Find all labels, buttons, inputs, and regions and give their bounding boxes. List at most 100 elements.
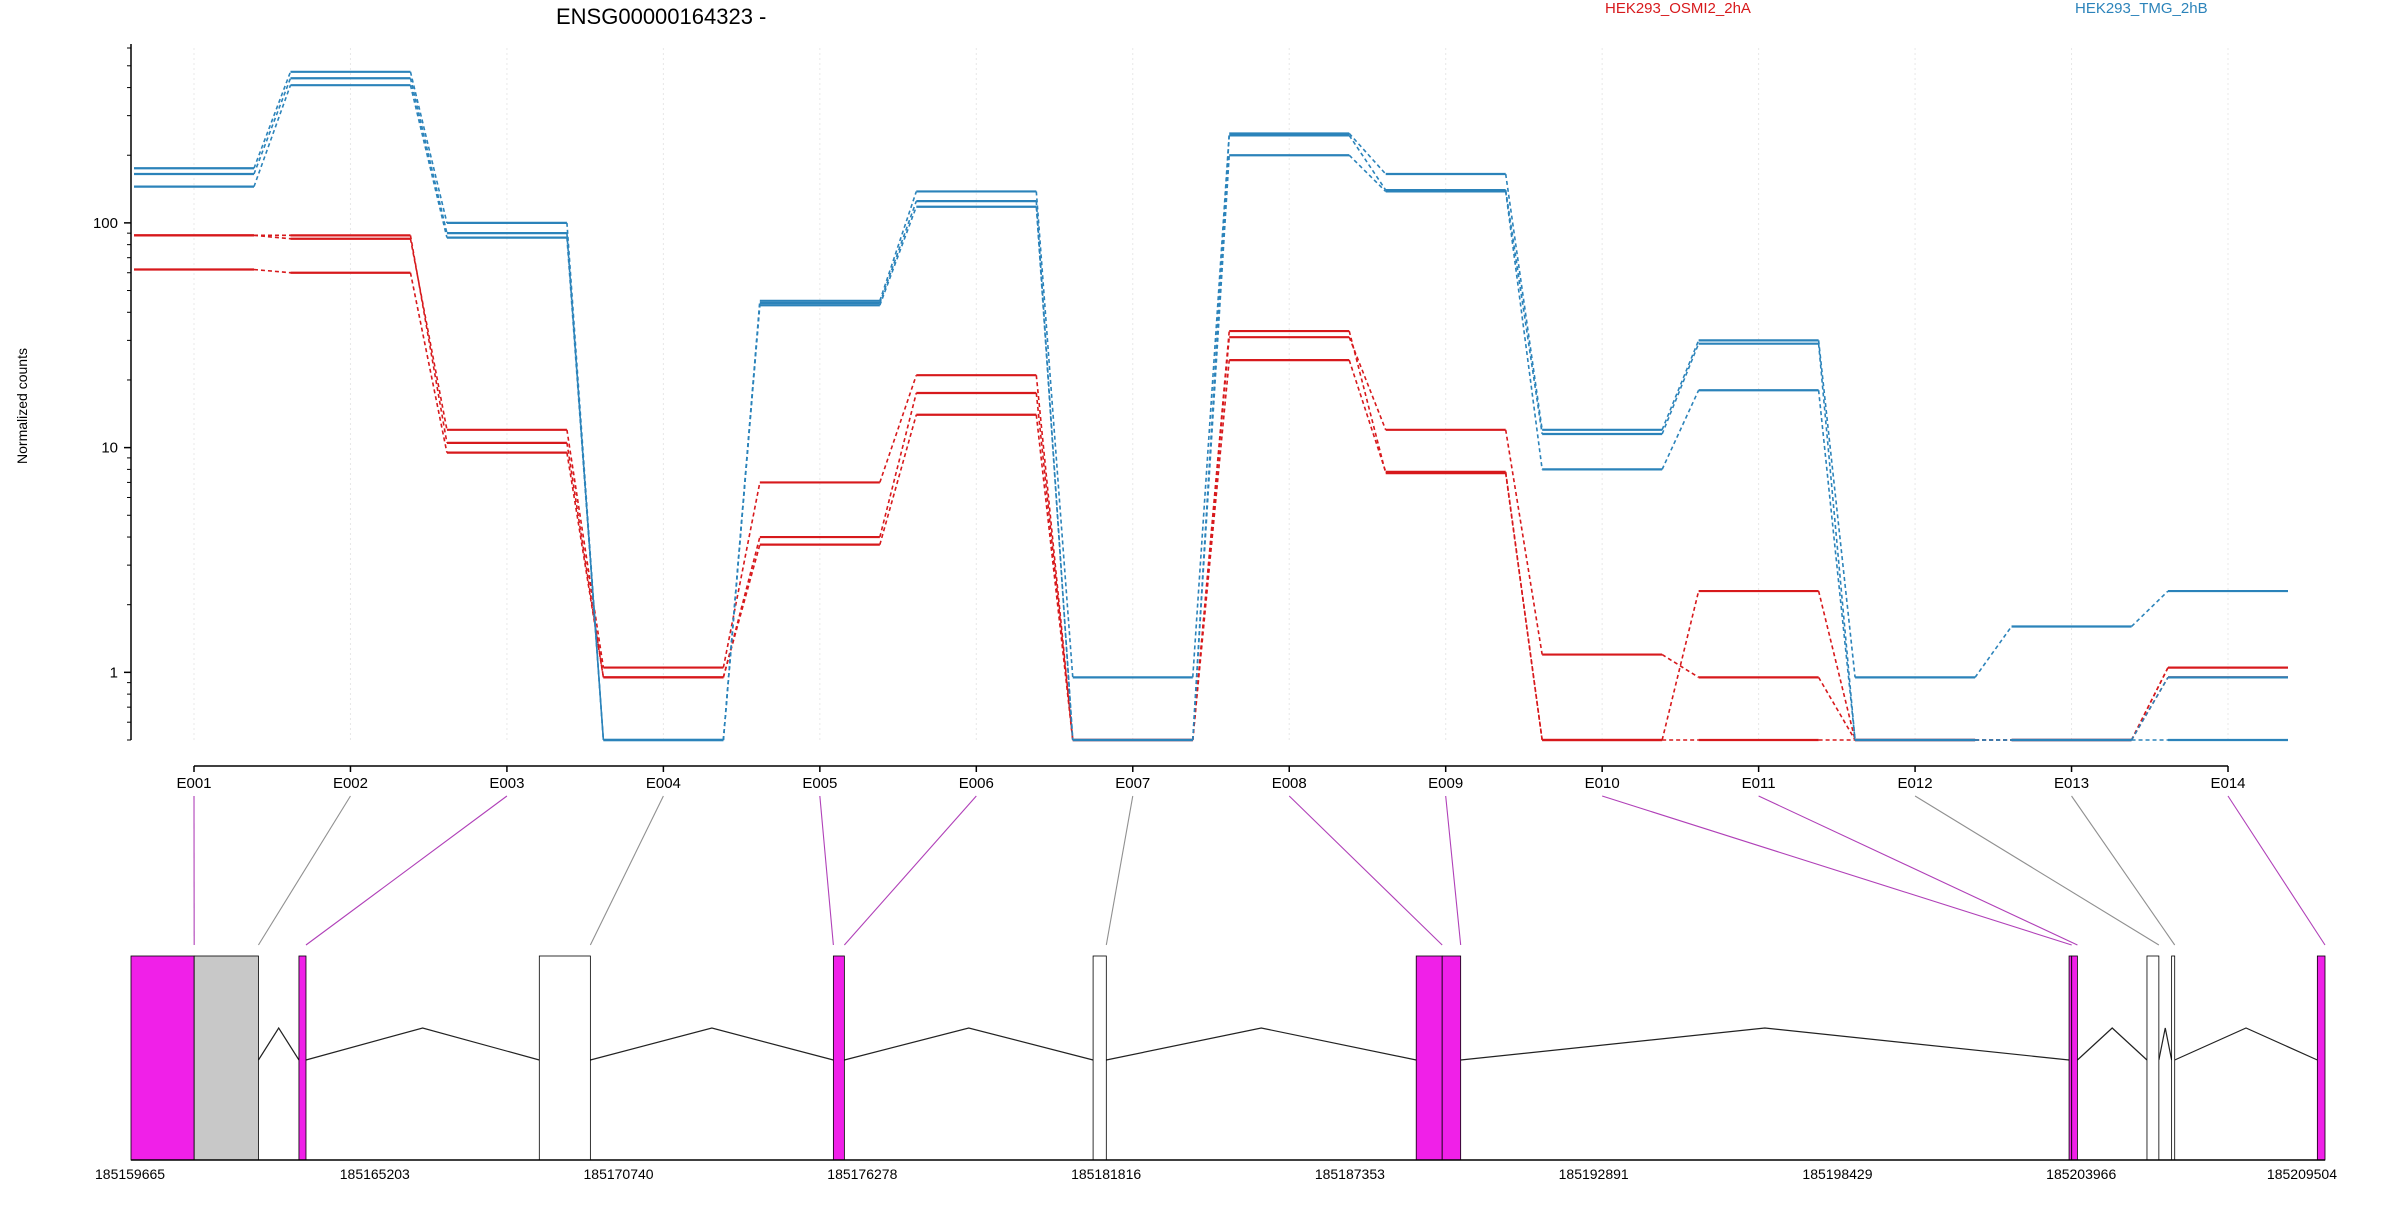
exon-connector-line — [1759, 796, 2078, 945]
exon-box — [833, 956, 844, 1160]
series-line — [134, 270, 2288, 740]
intron-line — [2159, 1028, 2172, 1060]
exon-connector-line — [1602, 796, 2072, 945]
connector-segment — [1662, 344, 1698, 434]
x-tick-label: E005 — [802, 775, 837, 792]
connector-segment — [410, 273, 446, 453]
exon-connector-line — [820, 796, 834, 945]
connector-segment — [880, 207, 916, 306]
exon-box — [2072, 956, 2078, 1160]
exon-box — [2317, 956, 2325, 1160]
chart-title: ENSG00000164323 - — [556, 4, 766, 29]
x-tick-label: E007 — [1115, 775, 1150, 792]
connector-segment — [254, 270, 290, 273]
plot-layer: 1 10 100 E001 E002 E003 E004 E005 E006 E007 E008 E0… — [93, 44, 2337, 1182]
connector-segment — [410, 239, 446, 430]
x-tick-label: E014 — [2210, 775, 2245, 792]
exon-box — [2172, 956, 2175, 1160]
exon-connector-line — [1446, 796, 1461, 945]
connector-segment — [1036, 207, 1072, 740]
exon-box — [1442, 956, 1460, 1160]
y-tick-label: 10 — [101, 440, 118, 457]
exon-connector-line — [590, 796, 663, 945]
connector-segment — [723, 482, 759, 667]
connector-segment — [723, 545, 759, 678]
y-axis-label: Normalized counts — [14, 348, 30, 464]
connector-segment — [254, 78, 290, 174]
y-tick-label: 100 — [93, 215, 118, 232]
genomic-coordinate-label: 185176278 — [827, 1166, 897, 1182]
connector-segment — [1819, 340, 1855, 677]
y-tick-label: 1 — [110, 664, 118, 681]
genomic-coordinate-label: 185181816 — [1071, 1166, 1141, 1182]
series-line — [134, 235, 2288, 740]
intron-line — [258, 1028, 299, 1060]
connector-segment — [1662, 340, 1698, 429]
connector-segment — [1193, 155, 1229, 740]
genomic-coordinate-label: 185209504 — [2267, 1166, 2337, 1182]
connector-segment — [1819, 591, 1855, 740]
exon-box — [194, 956, 258, 1160]
connector-segment — [1506, 174, 1542, 430]
connector-segment — [254, 85, 290, 186]
connector-segment — [880, 393, 916, 537]
connector-segment — [880, 201, 916, 303]
connector-segment — [1506, 472, 1542, 740]
x-tick-label: E002 — [333, 775, 368, 792]
connector-segment — [567, 430, 603, 668]
intron-line — [590, 1028, 833, 1060]
connector-segment — [410, 78, 446, 233]
intron-line — [844, 1028, 1093, 1060]
connector-segment — [1506, 430, 1542, 655]
intron-line — [2175, 1028, 2318, 1060]
connector-segment — [1349, 155, 1385, 191]
connector-segment — [2132, 668, 2168, 740]
connector-segment — [1506, 191, 1542, 469]
exon-connector-line — [2228, 796, 2325, 945]
connector-segment — [2132, 668, 2168, 740]
genomic-coordinate-label: 185165203 — [340, 1166, 410, 1182]
intron-line — [1106, 1028, 1416, 1060]
x-tick-label: E011 — [1742, 775, 1776, 792]
x-tick-label: E010 — [1585, 775, 1620, 792]
connector-segment — [1193, 331, 1229, 740]
x-tick-label: E006 — [959, 775, 994, 792]
intron-line — [1461, 1028, 2069, 1060]
exon-box — [131, 956, 194, 1160]
series-line — [134, 72, 2288, 740]
x-tick-label: E008 — [1272, 775, 1307, 792]
exon-connector-line — [1915, 796, 2159, 945]
x-tick-label: E009 — [1428, 775, 1463, 792]
series-line — [134, 235, 2288, 740]
exon-box — [1416, 956, 1442, 1160]
intron-line — [306, 1028, 539, 1060]
genomic-coordinate-label: 185203966 — [2046, 1166, 2116, 1182]
connector-segment — [723, 305, 759, 740]
x-tick-label: E001 — [176, 775, 211, 792]
exon-box — [1093, 956, 1106, 1160]
legend-label-tmg: HEK293_TMG_2hB — [2075, 0, 2208, 17]
genomic-coordinate-label: 185159665 — [95, 1166, 165, 1182]
connector-segment — [1349, 133, 1385, 174]
intron-line — [2077, 1028, 2147, 1060]
genomic-coordinate-label: 185198429 — [1802, 1166, 1872, 1182]
connector-segment — [880, 415, 916, 545]
connector-segment — [2132, 677, 2168, 740]
connector-segment — [1662, 390, 1698, 469]
exon-connector-line — [1289, 796, 1442, 945]
x-tick-label: E003 — [489, 775, 524, 792]
exon-box — [2147, 956, 2159, 1160]
connector-segment — [254, 72, 290, 168]
legend-label-osmi: HEK293_OSMI2_2hA — [1605, 0, 1751, 17]
x-tick-label: E012 — [1898, 775, 1933, 792]
x-tick-label: E004 — [646, 775, 681, 792]
connector-segment — [1349, 135, 1385, 190]
genomic-coordinate-label: 185192891 — [1559, 1166, 1629, 1182]
series-line — [134, 85, 2288, 740]
connector-segment — [1662, 655, 1698, 678]
exon-box — [539, 956, 590, 1160]
connector-segment — [1349, 331, 1385, 473]
connector-segment — [410, 72, 446, 223]
